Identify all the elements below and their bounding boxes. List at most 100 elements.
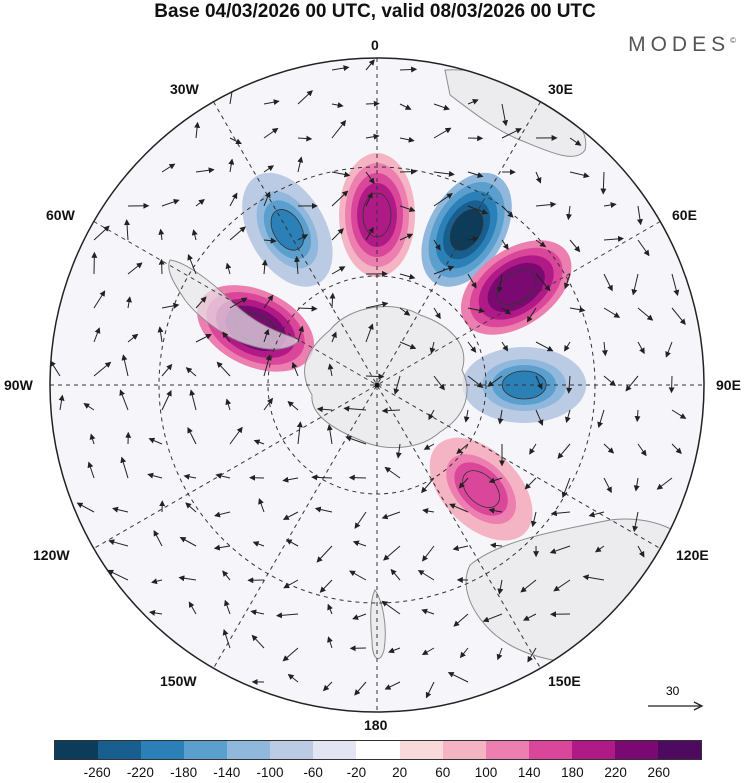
wind-arrow: [263, 354, 272, 377]
wind-arrow: [588, 511, 605, 518]
wind-arrow: [603, 273, 613, 292]
colorbar-segment: [657, 741, 701, 759]
wind-arrow: [161, 199, 180, 207]
wind-arrow: [126, 296, 132, 309]
map-title: Base 04/03/2026 00 UTC, valid 08/03/2026…: [154, 1, 596, 22]
wind-arrow: [314, 506, 333, 513]
wind-arrow: [121, 354, 129, 377]
wind-arrow: [395, 443, 402, 459]
wind-arrow: [557, 443, 571, 459]
wind-arrow: [229, 426, 243, 445]
wind-arrow: [565, 409, 571, 424]
wind-arrow: [179, 537, 197, 547]
wind-arrow: [326, 424, 333, 445]
wind-arrow: [331, 102, 344, 109]
wind-arrow: [331, 228, 344, 241]
wind-arrow: [399, 66, 418, 73]
wind-arrow: [671, 409, 687, 419]
wind-arrow: [222, 629, 231, 649]
wind-arrow: [496, 273, 503, 293]
wind-arrow: [365, 301, 389, 309]
wind-arrow: [365, 171, 375, 185]
wind-arrow: [625, 375, 639, 392]
wind-arrow: [297, 234, 309, 241]
wind-arrow: [183, 473, 197, 480]
wind-arrow: [189, 389, 197, 411]
colorbar-tick-label: 100: [474, 765, 498, 780]
colorbar-segment: [442, 741, 486, 759]
wind-arrow: [329, 292, 336, 309]
wind-arrow: [345, 435, 367, 445]
wind-arrow: [501, 307, 512, 315]
wind-arrow: [263, 99, 280, 106]
wind-arrow: [161, 302, 180, 309]
wind-arrow: [149, 609, 163, 616]
wind-arrow: [222, 570, 231, 581]
wind-arrow: [287, 673, 299, 683]
wind-arrow: [161, 163, 176, 173]
wind-arrow: [433, 127, 452, 139]
wind-arrow: [229, 137, 242, 144]
wind-arrow: [365, 192, 373, 207]
wind-arrow: [158, 228, 165, 241]
wind-arrow: [187, 427, 197, 445]
colorbar-tick-label: -140: [213, 765, 241, 780]
wind-arrow: [535, 375, 543, 390]
wind-arrow: [311, 474, 333, 481]
wind-arrow: [291, 361, 299, 377]
wind-arrow: [569, 137, 582, 146]
wind-arrow: [381, 600, 401, 615]
wind-arrow: [501, 239, 509, 251]
wind-arrow: [384, 681, 401, 690]
wind-arrow: [365, 133, 380, 140]
wind-arrow: [399, 136, 415, 143]
wind-arrow: [282, 476, 299, 483]
colorbar-tick-label: -180: [170, 765, 198, 780]
wind-arrow: [535, 201, 557, 208]
wind-arrow: [93, 225, 110, 241]
wind-arrow: [459, 647, 469, 659]
vector-scale-arrow: [648, 701, 704, 711]
wind-arrow: [535, 239, 547, 248]
colorbar-segment: [141, 741, 185, 759]
wind-arrow: [161, 389, 172, 411]
wind-arrow: [603, 477, 612, 494]
wind-arrow: [348, 474, 367, 481]
wind-arrow: [127, 262, 143, 275]
wind-arrow: [390, 568, 401, 581]
anomaly-contour: [362, 192, 392, 238]
colorbar-segment: [184, 741, 228, 759]
wind-arrow: [250, 609, 265, 616]
wind-arrow: [147, 472, 163, 479]
wind-arrow: [433, 103, 450, 111]
wind-arrow: [161, 363, 173, 377]
wind-arrow: [417, 569, 435, 581]
wind-arrow: [276, 612, 299, 619]
wind-arrow: [467, 171, 484, 178]
wind-arrow: [215, 473, 231, 479]
wind-arrow: [393, 375, 401, 395]
colorbar-tick-label: 140: [517, 765, 541, 780]
wind-arrow: [316, 406, 333, 413]
wind-arrow: [83, 403, 95, 411]
wind-arrow: [399, 205, 416, 213]
wind-arrow: [433, 239, 441, 251]
wind-arrow: [297, 325, 304, 343]
wind-arrow: [421, 647, 435, 655]
lon-label-60e: 60E: [672, 207, 697, 223]
wind-arrow: [463, 409, 470, 423]
wind-arrow: [452, 545, 469, 552]
wind-arrow: [365, 59, 375, 71]
wind-arrow: [550, 510, 571, 517]
wind-arrow: [421, 545, 435, 562]
wind-arrow: [429, 341, 436, 354]
colorbar-tick-label: 180: [561, 765, 584, 780]
wind-arrow: [603, 235, 624, 242]
wind-arrow: [399, 307, 411, 316]
wind-arrow: [282, 647, 299, 662]
vector-scale-label: 30: [666, 684, 680, 698]
wind-arrow: [637, 341, 645, 355]
wind-arrow: [282, 511, 299, 520]
wind-arrow: [252, 541, 265, 547]
